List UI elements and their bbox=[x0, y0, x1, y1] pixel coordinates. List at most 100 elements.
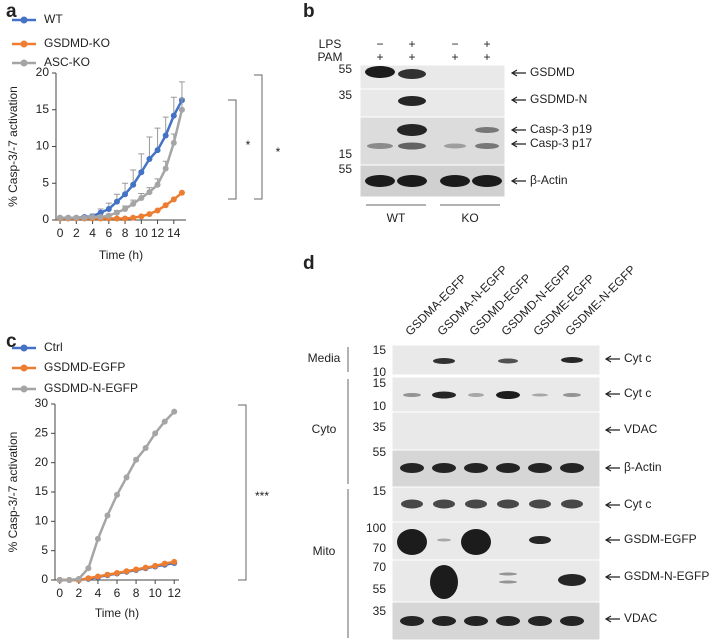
data-point bbox=[123, 568, 130, 575]
blot-band bbox=[401, 499, 423, 509]
mw-marker: 15 bbox=[373, 343, 387, 357]
mw-marker: 70 bbox=[373, 560, 387, 574]
band-label: β-Actin bbox=[530, 173, 568, 187]
data-point bbox=[152, 430, 159, 437]
x-axis-label: Time (h) bbox=[99, 248, 143, 262]
data-point bbox=[122, 191, 129, 198]
data-point bbox=[142, 445, 149, 451]
arrow bbox=[604, 615, 620, 623]
arrow bbox=[510, 177, 526, 185]
y-tick-label: 10 bbox=[36, 139, 50, 153]
data-point bbox=[114, 569, 120, 576]
blot-band bbox=[397, 124, 427, 136]
blot-band bbox=[497, 499, 519, 509]
data-point bbox=[57, 214, 64, 221]
group-label: WT bbox=[387, 211, 406, 225]
data-point bbox=[85, 565, 92, 572]
lane-sign: + bbox=[408, 50, 415, 64]
blot-band bbox=[561, 499, 583, 509]
data-point bbox=[138, 213, 145, 220]
y-tick-label: 0 bbox=[42, 212, 49, 226]
arrow bbox=[604, 355, 620, 363]
data-point bbox=[146, 155, 153, 162]
data-point bbox=[154, 207, 161, 214]
blot-band bbox=[472, 175, 502, 187]
blot-band bbox=[464, 463, 488, 473]
data-point bbox=[146, 189, 153, 196]
legend-marker bbox=[20, 16, 28, 24]
data-point bbox=[162, 165, 169, 172]
blot-band bbox=[437, 538, 451, 542]
blot-strip bbox=[391, 376, 601, 413]
data-point bbox=[56, 577, 63, 583]
data-point bbox=[161, 418, 168, 425]
error-bar bbox=[146, 136, 153, 159]
panel-label: a bbox=[6, 1, 17, 22]
blot-strip bbox=[391, 559, 601, 603]
data-point bbox=[97, 209, 104, 216]
legend-marker bbox=[20, 344, 28, 352]
data-point bbox=[113, 209, 120, 216]
blot-band bbox=[398, 69, 426, 79]
lane-sign: + bbox=[451, 50, 458, 64]
panel-label: b bbox=[303, 1, 315, 22]
x-tick-label: 2 bbox=[76, 586, 83, 600]
y-tick-label: 0 bbox=[41, 572, 48, 586]
lane-sign: + bbox=[483, 37, 490, 51]
data-point bbox=[154, 147, 161, 154]
data-point bbox=[66, 577, 73, 583]
data-point bbox=[130, 200, 137, 207]
legend-label: GSDMD-KO bbox=[44, 36, 110, 50]
blot-band bbox=[365, 175, 395, 187]
x-tick-label: 6 bbox=[105, 226, 112, 240]
blot-band bbox=[475, 143, 499, 149]
error-bar bbox=[170, 96, 177, 116]
data-point bbox=[161, 560, 168, 567]
blot-band bbox=[561, 357, 583, 363]
blot-band bbox=[529, 499, 551, 509]
band-label: GSDMD-N bbox=[530, 92, 587, 106]
data-point bbox=[170, 196, 177, 203]
data-point bbox=[138, 194, 145, 201]
blot-band bbox=[464, 616, 488, 626]
arrow bbox=[604, 426, 620, 434]
x-tick-label: 8 bbox=[133, 586, 140, 600]
series-line bbox=[60, 109, 184, 220]
significance: * bbox=[276, 145, 281, 159]
blot-band bbox=[558, 574, 586, 586]
blot-band bbox=[532, 393, 548, 397]
error-bar bbox=[154, 127, 161, 151]
x-tick-label: 0 bbox=[56, 586, 63, 600]
data-point bbox=[133, 456, 140, 463]
legend-marker bbox=[20, 59, 28, 67]
data-point bbox=[94, 573, 101, 580]
blot-band bbox=[563, 393, 581, 397]
panel-label: c bbox=[6, 331, 17, 352]
mw-marker: 35 bbox=[373, 604, 387, 618]
legend-label: GSDMD-N-EGFP bbox=[44, 381, 138, 395]
band-label: Cyt c bbox=[624, 351, 651, 365]
mw-marker: 55 bbox=[373, 445, 387, 459]
data-point bbox=[94, 535, 101, 542]
x-tick-label: 10 bbox=[135, 226, 149, 240]
x-axis-label: Time (h) bbox=[95, 606, 139, 620]
blot-strip bbox=[359, 116, 506, 166]
legend-marker bbox=[20, 40, 28, 48]
mw-marker: 55 bbox=[339, 62, 353, 76]
arrow bbox=[604, 501, 620, 509]
blot-band bbox=[430, 565, 458, 599]
data-point bbox=[81, 214, 88, 221]
data-point bbox=[73, 214, 80, 221]
data-point bbox=[89, 214, 96, 221]
lane-sign: + bbox=[376, 50, 383, 64]
lane-sign: − bbox=[376, 37, 383, 51]
band-label: Casp-3 p19 bbox=[530, 122, 592, 136]
data-point bbox=[122, 215, 129, 222]
blot-band bbox=[468, 393, 484, 397]
x-tick-label: 4 bbox=[89, 226, 96, 240]
data-point bbox=[122, 205, 129, 212]
group-label: Media bbox=[308, 351, 341, 365]
y-axis-label: % Casp-3/-7 activation bbox=[6, 432, 20, 553]
mw-marker: 10 bbox=[373, 365, 387, 379]
lane-sign: + bbox=[483, 50, 490, 64]
